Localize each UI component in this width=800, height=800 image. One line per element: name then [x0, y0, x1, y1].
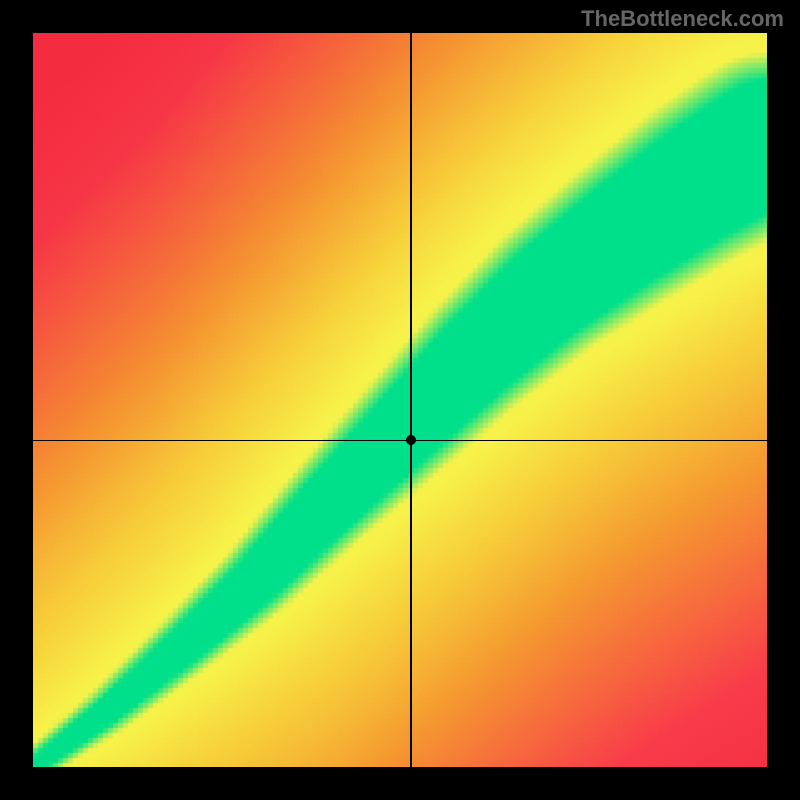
crosshair-vertical — [410, 33, 412, 767]
plot-frame — [33, 33, 767, 767]
marker-dot — [406, 435, 416, 445]
heatmap-canvas — [33, 33, 767, 767]
crosshair-horizontal — [33, 440, 767, 442]
chart-container: TheBottleneck.com — [0, 0, 800, 800]
watermark-text: TheBottleneck.com — [581, 6, 784, 32]
